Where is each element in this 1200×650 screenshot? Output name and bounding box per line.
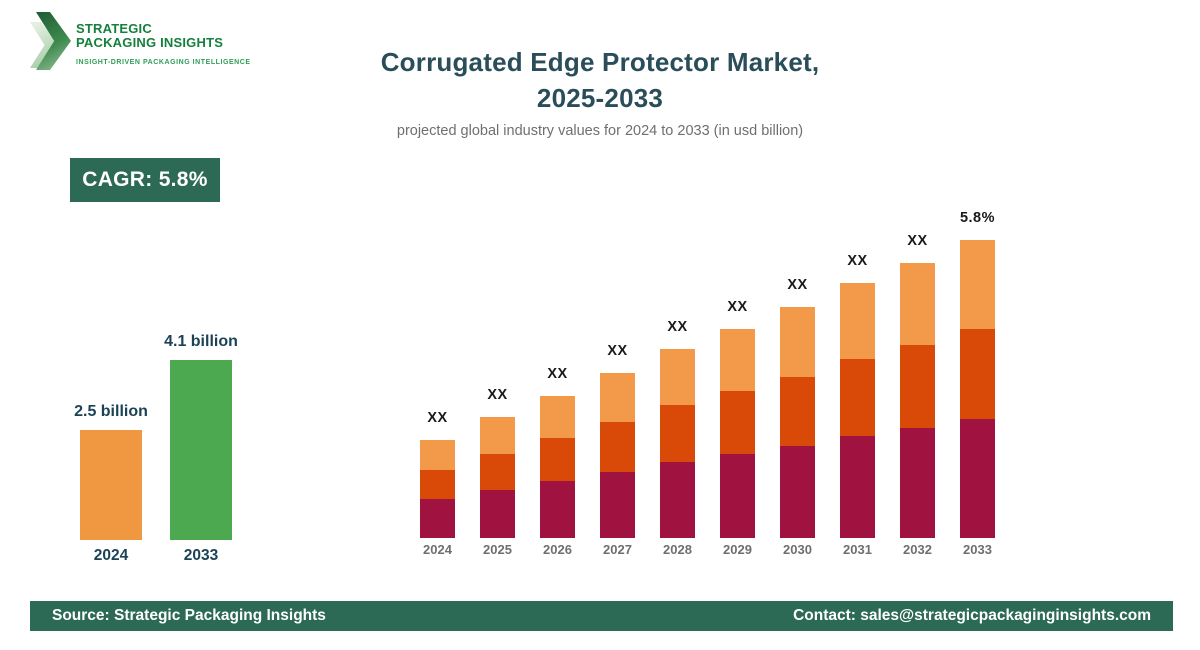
stacked-bar-2033 <box>960 240 995 538</box>
segment-top-2025 <box>480 417 515 454</box>
stacked-bar-chart: XX 2024 XX 2025 XX 2026 XX 2027 XX 2028 XX 2029 XX 20… <box>420 200 1000 557</box>
segment-bottom-2033 <box>960 419 995 538</box>
cagr-badge: CAGR: 5.8% <box>70 158 220 202</box>
logo-tagline: INSIGHT-DRIVEN PACKAGING INTELLIGENCE <box>76 59 251 66</box>
page-title-line1: Corrugated Edge Protector Market, <box>380 47 820 77</box>
bar-year-label-2029: 2029 <box>723 542 752 557</box>
bar-year-label-2028: 2028 <box>663 542 692 557</box>
footer-bar: Source: Strategic Packaging Insights Con… <box>30 601 1173 631</box>
stacked-bar-2028 <box>660 349 695 538</box>
segment-top-2028 <box>660 349 695 405</box>
segment-middle-2027 <box>600 422 635 472</box>
bar-value-label-2024: XX <box>427 410 448 426</box>
bar-value-label-2033: 5.8% <box>959 210 996 226</box>
segment-bottom-2030 <box>780 446 815 538</box>
summary-year-label-2033: 2033 <box>183 547 219 564</box>
page-title-line2: 2025-2033 <box>536 83 664 113</box>
stacked-bar-2026 <box>540 396 575 538</box>
footer-contact-text: Contact: sales@strategicpackaginginsight… <box>793 607 1151 624</box>
segment-top-2030 <box>780 307 815 377</box>
summary-bar-2033 <box>170 360 232 540</box>
chevron-logo-icon <box>30 12 72 70</box>
segment-top-2029 <box>720 329 755 391</box>
logo-name-line1: STRATEGIC <box>76 21 152 36</box>
footer-source-text: Source: Strategic Packaging Insights <box>52 607 326 624</box>
segment-middle-2025 <box>480 454 515 490</box>
bar-value-label-2032: XX <box>907 233 928 249</box>
bar-year-label-2024: 2024 <box>423 542 452 557</box>
title-block: Corrugated Edge Protector Market, 2025-2… <box>0 44 1200 139</box>
segment-top-2031 <box>840 283 875 359</box>
segment-bottom-2027 <box>600 472 635 538</box>
bar-year-label-2032: 2032 <box>903 542 932 557</box>
bar-year-label-2025: 2025 <box>483 542 512 557</box>
segment-top-2026 <box>540 396 575 438</box>
logo-text: STRATEGIC PACKAGING INSIGHTS INSIGHT-DRI… <box>76 12 251 70</box>
bar-year-label-2031: 2031 <box>843 542 872 557</box>
segment-bottom-2031 <box>840 436 875 538</box>
summary-value-label-2024: 2.5 billion <box>74 403 148 420</box>
stacked-bar-2029 <box>720 329 755 538</box>
segment-middle-2032 <box>900 345 935 428</box>
bar-value-label-2030: XX <box>787 277 808 293</box>
stacked-bar-2032 <box>900 263 935 538</box>
bar-value-label-2029: XX <box>727 299 748 315</box>
bar-value-label-2027: XX <box>607 343 628 359</box>
segment-middle-2029 <box>720 391 755 454</box>
segment-bottom-2024 <box>420 499 455 538</box>
summary-bar-2024 <box>80 430 142 540</box>
bar-year-label-2027: 2027 <box>603 542 632 557</box>
segment-bottom-2028 <box>660 462 695 538</box>
summary-year-label-2024: 2024 <box>93 547 129 564</box>
segment-bottom-2029 <box>720 454 755 538</box>
bar-value-label-2031: XX <box>847 253 868 269</box>
segment-middle-2026 <box>540 438 575 481</box>
segment-middle-2030 <box>780 377 815 446</box>
logo-name-line2: PACKAGING INSIGHTS <box>76 35 224 50</box>
bar-year-label-2026: 2026 <box>543 542 572 557</box>
summary-value-label-2033: 4.1 billion <box>164 333 238 350</box>
stacked-bar-2025 <box>480 417 515 538</box>
stacked-bar-2030 <box>780 307 815 538</box>
segment-bottom-2026 <box>540 481 575 538</box>
segment-top-2027 <box>600 373 635 422</box>
bar-year-label-2030: 2030 <box>783 542 812 557</box>
segment-middle-2033 <box>960 329 995 419</box>
bar-year-label-2033: 2033 <box>963 542 992 557</box>
segment-top-2024 <box>420 440 455 470</box>
segment-middle-2031 <box>840 359 875 436</box>
stacked-bar-2027 <box>600 373 635 538</box>
segment-bottom-2032 <box>900 428 935 538</box>
segment-middle-2028 <box>660 405 695 462</box>
stacked-bar-2031 <box>840 283 875 538</box>
stacked-bar-2024 <box>420 440 455 538</box>
bar-value-label-2025: XX <box>487 387 508 403</box>
bar-value-label-2028: XX <box>667 319 688 335</box>
segment-top-2032 <box>900 263 935 345</box>
segment-bottom-2025 <box>480 490 515 538</box>
segment-middle-2024 <box>420 470 455 499</box>
page-subtitle: projected global industry values for 202… <box>396 123 804 139</box>
company-logo: STRATEGIC PACKAGING INSIGHTS INSIGHT-DRI… <box>30 12 251 70</box>
bar-value-label-2026: XX <box>547 366 568 382</box>
segment-top-2033 <box>960 240 995 329</box>
summary-chart: 2.5 billion 2024 4.1 billion 2033 <box>74 330 238 564</box>
